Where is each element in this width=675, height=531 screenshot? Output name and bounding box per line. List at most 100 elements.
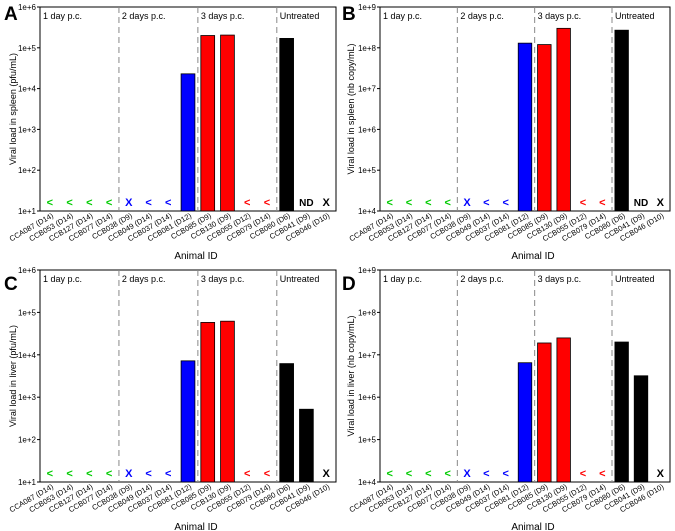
panel-c-marker: < bbox=[244, 468, 250, 480]
panel-b-group-label: 2 days p.c. bbox=[460, 11, 504, 21]
panel-d-ylabel: Viral load in liver (nb copy/mL) bbox=[346, 316, 356, 437]
panel-d-marker: < bbox=[386, 468, 392, 480]
panel-a-group-label: 2 days p.c. bbox=[122, 11, 166, 21]
panel-b-marker: < bbox=[502, 197, 508, 209]
panel-b-group-label: 1 day p.c. bbox=[383, 11, 422, 21]
panel-b-ytick-label: 1e+8 bbox=[358, 44, 377, 53]
panel-c-xlabel: Animal ID bbox=[174, 522, 217, 531]
panel-c-bar bbox=[220, 320, 235, 483]
panel-a-ytick-label: 1e+6 bbox=[18, 3, 37, 12]
panel-b-marker: < bbox=[444, 197, 450, 209]
panel-c-ytick-label: 1e+2 bbox=[18, 436, 37, 445]
panel-a-marker: < bbox=[106, 197, 112, 209]
panel-a-marker: < bbox=[86, 197, 92, 209]
panel-b-marker: X bbox=[657, 197, 665, 209]
panel-d-marker: < bbox=[444, 468, 450, 480]
panel-d-bar bbox=[537, 342, 552, 483]
panel-c-marker: < bbox=[145, 468, 151, 480]
panel-b-marker: < bbox=[406, 197, 412, 209]
panel-b-xlabel: Animal ID bbox=[511, 251, 554, 262]
panel-a-bar bbox=[279, 37, 294, 212]
panel-b-ytick-label: 1e+6 bbox=[358, 125, 377, 134]
panel-d-bar bbox=[614, 341, 629, 483]
panel-c-group-label: 3 days p.c. bbox=[201, 274, 245, 284]
panel-a-ytick-label: 1e+3 bbox=[18, 125, 37, 134]
panel-c-marker: < bbox=[165, 468, 171, 480]
panel-d-marker: X bbox=[657, 468, 665, 480]
panel-a-ytick-label: 1e+5 bbox=[18, 44, 37, 53]
panel-a-group-label: 1 day p.c. bbox=[43, 11, 82, 21]
panel-a-marker: < bbox=[66, 197, 72, 209]
panel-d-marker: < bbox=[483, 468, 489, 480]
panel-b-ytick-label: 1e+9 bbox=[358, 3, 377, 12]
panel-c-marker: < bbox=[106, 468, 112, 480]
panel-b-marker: < bbox=[599, 197, 605, 209]
panel-a-marker: < bbox=[264, 197, 270, 209]
panel-a-group-label: 3 days p.c. bbox=[201, 11, 245, 21]
panel-c-ytick-label: 1e+6 bbox=[18, 266, 37, 275]
panel-b-marker: ND bbox=[634, 198, 648, 209]
panel-b-bar bbox=[517, 42, 533, 212]
panel-c-ytick-label: 1e+1 bbox=[18, 478, 37, 487]
panel-d-marker: < bbox=[580, 468, 586, 480]
panel-c-bar bbox=[279, 363, 294, 483]
panel-a-bar bbox=[180, 73, 196, 212]
panel-b-bar bbox=[537, 44, 552, 212]
panel-a-marker: X bbox=[125, 197, 133, 209]
panel-a-ytick-label: 1e+4 bbox=[18, 85, 37, 94]
panel-a-marker: X bbox=[322, 197, 330, 209]
panel-d-bar bbox=[633, 375, 649, 483]
panel-d-ytick-label: 1e+8 bbox=[358, 308, 377, 317]
panel-c-marker: X bbox=[322, 468, 330, 480]
panel-b-group-label: 3 days p.c. bbox=[538, 11, 582, 21]
panel-b-marker: < bbox=[386, 197, 392, 209]
panel-b-group-label: Untreated bbox=[615, 11, 655, 21]
panel-d-ytick-label: 1e+9 bbox=[358, 266, 377, 275]
panel-a-group-label: Untreated bbox=[280, 11, 320, 21]
panel-c-bar bbox=[200, 322, 216, 483]
panel-c-letter: C bbox=[4, 274, 18, 295]
panel-d-ytick-label: 1e+7 bbox=[358, 351, 377, 360]
panel-a-letter: A bbox=[4, 4, 18, 25]
panel-d-group-label: 3 days p.c. bbox=[538, 274, 582, 284]
panel-c-ytick-label: 1e+5 bbox=[18, 308, 37, 317]
panel-c-ytick-label: 1e+3 bbox=[18, 393, 37, 402]
panel-d-xlabel: Animal ID bbox=[511, 522, 554, 531]
panel-d-marker: < bbox=[502, 468, 508, 480]
panel-a-ytick-label: 1e+1 bbox=[18, 207, 37, 216]
panel-b-ytick-label: 1e+7 bbox=[358, 85, 377, 94]
panel-c-ytick-label: 1e+4 bbox=[18, 351, 37, 360]
panel-d-group-label: 1 day p.c. bbox=[383, 274, 422, 284]
panel-a-marker: < bbox=[145, 197, 151, 209]
panel-b-marker: < bbox=[580, 197, 586, 209]
panel-c-marker: < bbox=[66, 468, 72, 480]
panel-a-marker: < bbox=[244, 197, 250, 209]
panel-a-marker: < bbox=[165, 197, 171, 209]
panel-d-marker: < bbox=[599, 468, 605, 480]
panel-b-marker: < bbox=[425, 197, 431, 209]
panel-d-marker: X bbox=[463, 468, 471, 480]
panel-b-ytick-label: 1e+4 bbox=[358, 207, 377, 216]
panel-b-bar bbox=[556, 27, 571, 212]
panel-d-ytick-label: 1e+5 bbox=[358, 436, 377, 445]
panel-d-marker: < bbox=[406, 468, 412, 480]
panel-a-bar bbox=[220, 34, 235, 212]
panel-b-ylabel: Viral load in spleen (nb copy/mL) bbox=[346, 44, 356, 175]
panel-a-marker: ND bbox=[299, 198, 313, 209]
panel-d-marker: < bbox=[425, 468, 431, 480]
panel-b-marker: X bbox=[463, 197, 471, 209]
panel-a-ylabel: Viral load in spleen (pfu/mL) bbox=[8, 53, 18, 165]
panel-a-ytick-label: 1e+2 bbox=[18, 166, 37, 175]
panel-c-group-label: 2 days p.c. bbox=[122, 274, 166, 284]
panel-a-xlabel: Animal ID bbox=[174, 251, 217, 262]
panel-d-ytick-label: 1e+6 bbox=[358, 393, 377, 402]
panel-c-marker: < bbox=[264, 468, 270, 480]
panel-c-group-label: 1 day p.c. bbox=[43, 274, 82, 284]
panel-a-marker: < bbox=[47, 197, 53, 209]
panel-d-group-label: 2 days p.c. bbox=[460, 274, 504, 284]
panel-d-ytick-label: 1e+4 bbox=[358, 478, 377, 487]
panel-d-group-label: Untreated bbox=[615, 274, 655, 284]
panel-c-bar bbox=[180, 360, 196, 483]
panel-d-letter: D bbox=[342, 274, 356, 295]
panel-d-bar bbox=[556, 337, 571, 483]
